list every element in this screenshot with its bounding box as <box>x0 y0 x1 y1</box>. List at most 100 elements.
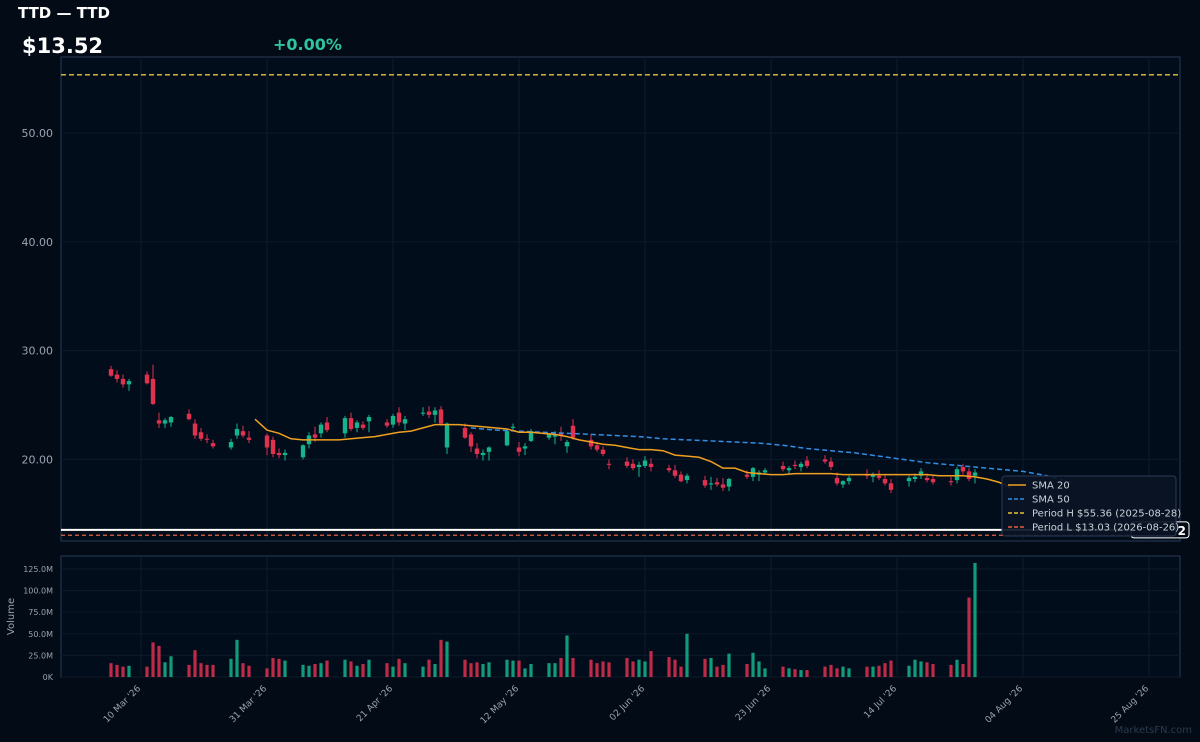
volume-bar <box>751 652 755 677</box>
candle-body <box>720 484 726 488</box>
volume-bar <box>907 665 911 677</box>
volume-bar <box>127 665 131 677</box>
volume-bar <box>913 659 917 677</box>
volume-bar <box>721 664 725 677</box>
volume-bar <box>151 642 155 677</box>
volume-bar <box>871 666 875 677</box>
volume-tick-label: 25.0M <box>28 651 53 660</box>
candle-body <box>906 477 912 482</box>
volume-bar <box>973 562 977 677</box>
candle-body <box>360 424 366 428</box>
x-tick-label: 02 Jun '26 <box>608 684 647 723</box>
candle-body <box>594 445 600 450</box>
candle-body <box>798 463 804 468</box>
candle-body <box>912 476 918 480</box>
candle-body <box>366 417 372 422</box>
candle-body <box>630 463 636 469</box>
candle-body <box>192 423 198 436</box>
volume-bar <box>421 666 425 677</box>
candle-body <box>966 471 972 480</box>
price-change: +0.00% <box>273 35 342 54</box>
candle-body <box>402 419 408 424</box>
candle-body <box>600 449 606 454</box>
volume-bar <box>949 664 953 677</box>
candle-body <box>246 437 252 440</box>
candle-body <box>876 475 882 478</box>
volume-bar <box>427 659 431 677</box>
current-price: $13.52 <box>22 34 104 58</box>
volume-bar <box>805 670 809 677</box>
volume-bar <box>955 659 959 677</box>
candle-body <box>762 470 768 473</box>
volume-bar <box>835 668 839 677</box>
volume-bar <box>397 658 401 677</box>
candle-body <box>948 481 954 483</box>
legend-label: SMA 20 <box>1032 481 1070 492</box>
legend-label: Period H $55.36 (2025-08-28) <box>1032 509 1181 520</box>
volume-bar <box>205 664 209 677</box>
candle-body <box>300 445 306 458</box>
volume-bar <box>553 663 557 677</box>
volume-bar <box>391 666 395 677</box>
legend-box <box>1001 475 1177 537</box>
volume-bar <box>403 663 407 677</box>
volume-bar <box>877 665 881 677</box>
volume-bar <box>121 666 125 677</box>
volume-bar <box>889 660 893 677</box>
candle-body <box>780 465 786 470</box>
chart-title: TTD — TTD <box>18 4 110 22</box>
legend-label: Period L $13.03 (2026-08-26) <box>1032 523 1179 534</box>
volume-bar <box>469 663 473 677</box>
sma50-line <box>470 427 1072 483</box>
volume-panel <box>60 555 1181 678</box>
candle-body <box>606 463 612 465</box>
candle-body <box>264 435 270 448</box>
candle-body <box>972 472 978 476</box>
candle-body <box>150 378 156 404</box>
volume-bar <box>109 663 113 677</box>
volume-bar <box>517 660 521 677</box>
volume-bar <box>787 668 791 677</box>
volume-tick-label: 50.0M <box>28 630 53 639</box>
candle-body <box>348 418 354 429</box>
candle-body <box>438 409 444 424</box>
volume-bar <box>145 666 149 677</box>
x-tick-label: 23 Jun '26 <box>734 684 773 723</box>
x-tick-label: 31 Mar '26 <box>228 684 269 725</box>
volume-bar <box>439 639 443 677</box>
candle-body <box>924 477 930 481</box>
candle-body <box>126 381 132 385</box>
volume-bar <box>565 635 569 677</box>
volume-bar <box>685 633 689 677</box>
candle-body <box>960 467 966 472</box>
volume-bar <box>433 664 437 677</box>
volume-bar <box>841 666 845 677</box>
candle-body <box>792 464 798 466</box>
volume-bar <box>931 664 935 677</box>
candle-body <box>486 447 492 452</box>
price-tick-label: 20.00 <box>22 453 54 466</box>
candle-body <box>954 469 960 481</box>
candle-body <box>474 448 480 454</box>
volume-bar <box>589 659 593 677</box>
candle-body <box>210 443 216 447</box>
price-tick-label: 40.00 <box>22 236 54 249</box>
volume-bar <box>883 663 887 677</box>
volume-bar <box>115 664 119 677</box>
volume-bar <box>445 641 449 677</box>
volume-bar <box>925 662 929 677</box>
candle-body <box>462 427 468 438</box>
candle-body <box>120 378 126 385</box>
candle-body <box>834 477 840 484</box>
volume-bar <box>481 664 485 677</box>
candle-body <box>444 423 450 448</box>
volume-bar <box>385 663 389 677</box>
candle-body <box>624 461 630 466</box>
candle-body <box>870 474 876 477</box>
candle-body <box>648 463 654 468</box>
candle-body <box>822 459 828 462</box>
volume-bar <box>709 657 713 677</box>
x-tick-label: 04 Aug '26 <box>984 684 1026 726</box>
candle-body <box>564 442 570 447</box>
candle-body <box>186 413 192 420</box>
